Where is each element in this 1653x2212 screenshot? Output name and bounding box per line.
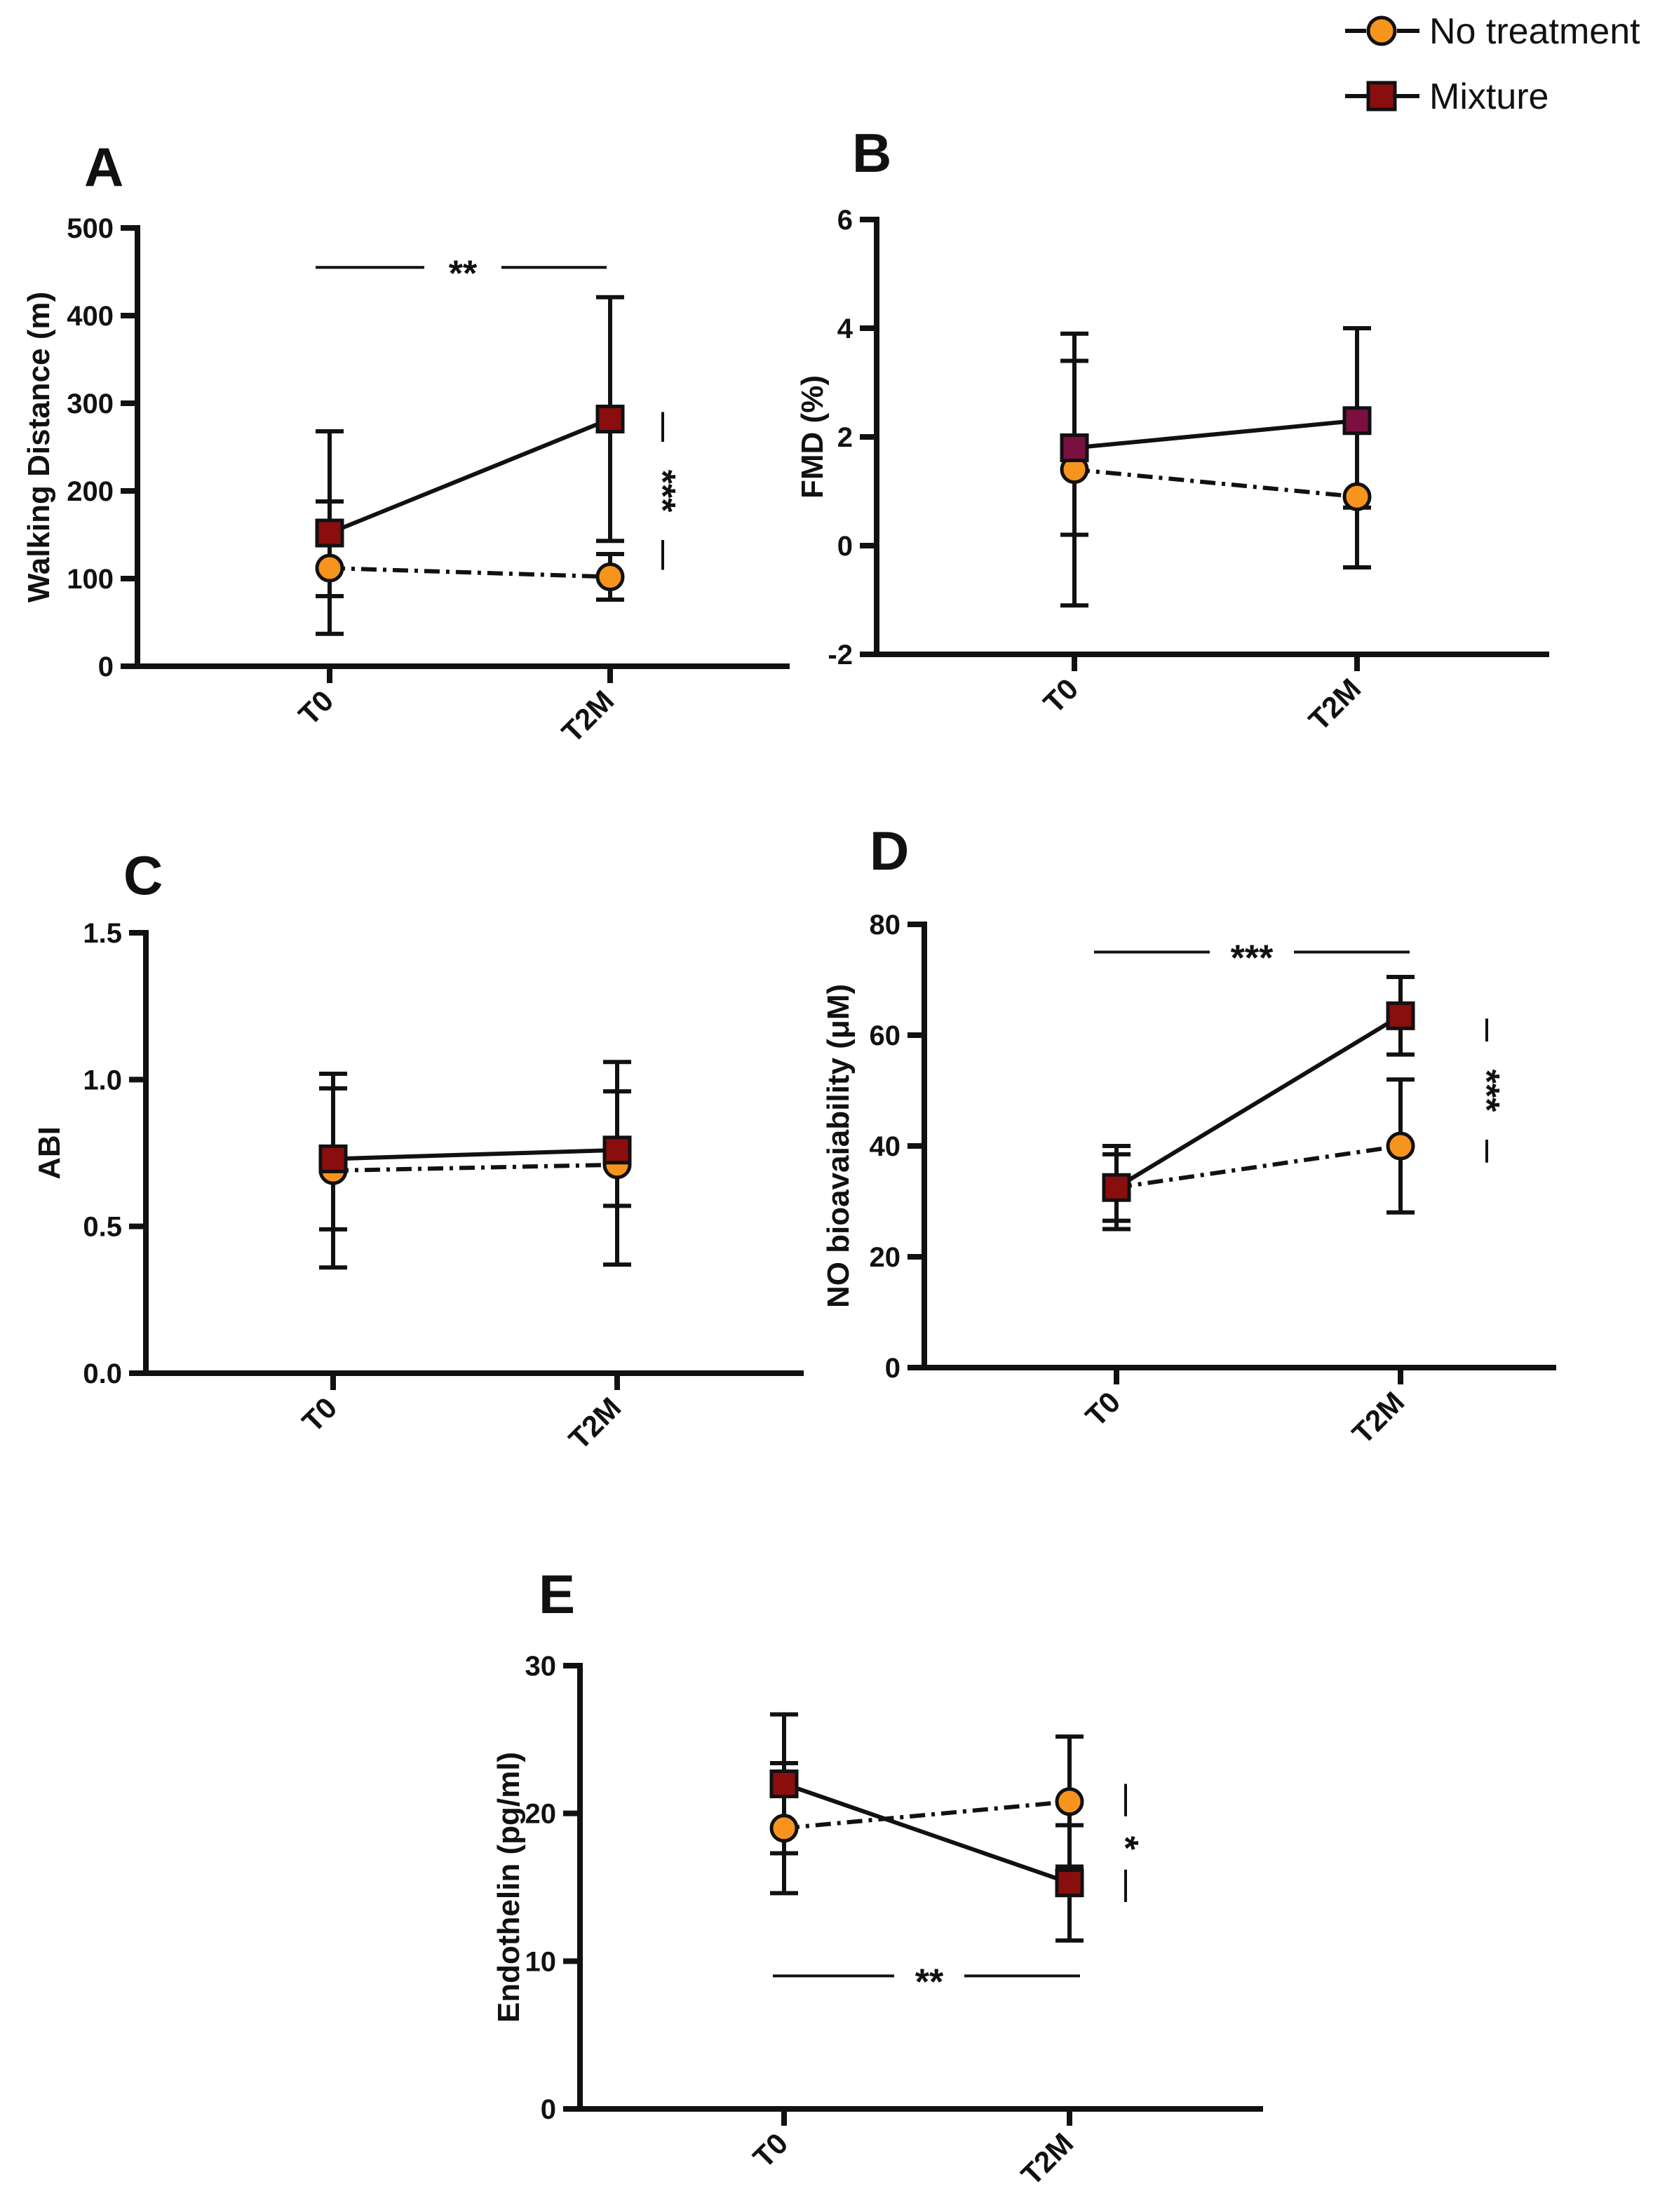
panel-B: B -2 0 2 4 6 FMD (%) T0 T2M bbox=[795, 122, 1549, 737]
legend: No treatment Mixture bbox=[1345, 11, 1640, 117]
panel-D: D 0 20 40 60 80 NO bioavaiability (μM) T0 T2M ***… bbox=[821, 820, 1556, 1450]
y-tick-label: 6 bbox=[837, 205, 853, 236]
y-tick-label: 200 bbox=[67, 476, 114, 507]
legend-entry-mixture: Mixture bbox=[1345, 76, 1549, 117]
panel-C: C 0.0 0.5 1.0 1.5 ABI T0 T2M bbox=[32, 844, 804, 1456]
y-tick-label: 500 bbox=[67, 213, 114, 244]
legend-entry-no-treatment: No treatment bbox=[1345, 11, 1640, 52]
x-tick-label: T0 bbox=[1037, 672, 1084, 720]
significance-label: *** bbox=[642, 470, 682, 513]
x-tick-label: T0 bbox=[1079, 1385, 1126, 1433]
y-tick-label: 20 bbox=[525, 1799, 557, 1830]
point-mixture bbox=[1102, 1173, 1131, 1202]
significance-label: *** bbox=[1231, 938, 1274, 979]
y-tick-label: 4 bbox=[837, 313, 854, 344]
significance-label: ** bbox=[915, 1962, 944, 2002]
y-axis-label: Walking Distance (m) bbox=[22, 292, 56, 602]
y-tick-label: 2 bbox=[837, 422, 853, 453]
series-line-no-treatment bbox=[1074, 467, 1358, 499]
series-line-mixture bbox=[1115, 1013, 1402, 1189]
series-line-no-treatment bbox=[329, 566, 611, 579]
y-tick-label: 30 bbox=[525, 1651, 557, 1682]
y-tick-label: 80 bbox=[870, 910, 901, 940]
panel-letter: E bbox=[539, 1563, 575, 1625]
y-tick-label: 0 bbox=[98, 652, 114, 682]
point-no-treatment bbox=[1342, 482, 1372, 511]
point-mixture bbox=[595, 405, 625, 433]
legend-marker-square bbox=[1366, 81, 1397, 112]
y-axis-label: Endothelin (pg/ml) bbox=[492, 1752, 526, 2023]
point-no-treatment bbox=[315, 553, 344, 583]
y-tick-label: 40 bbox=[870, 1131, 901, 1162]
y-tick-label: 1.0 bbox=[83, 1065, 122, 1095]
x-tick-label: T2M bbox=[562, 1391, 628, 1456]
legend-label-mixture: Mixture bbox=[1429, 76, 1549, 117]
point-no-treatment bbox=[595, 562, 625, 591]
x-tick-label: T0 bbox=[295, 1391, 343, 1438]
y-tick-label: -2 bbox=[828, 640, 853, 670]
x-tick-label: T2M bbox=[1346, 1385, 1411, 1450]
point-mixture bbox=[1386, 1001, 1415, 1030]
y-axis-label: ABI bbox=[32, 1126, 67, 1180]
y-axis-label: FMD (%) bbox=[795, 375, 830, 499]
series-line-mixture bbox=[783, 1781, 1070, 1885]
point-no-treatment bbox=[1386, 1131, 1415, 1161]
legend-marker-circle bbox=[1366, 15, 1397, 46]
significance-label: *** bbox=[1466, 1070, 1506, 1112]
y-tick-label: 0.0 bbox=[83, 1358, 122, 1389]
series-line-mixture bbox=[1074, 418, 1358, 450]
point-mixture bbox=[769, 1769, 799, 1799]
series-line-mixture bbox=[332, 1147, 618, 1161]
significance-label: ** bbox=[449, 253, 478, 294]
y-axis-label: NO bioavaiability (μM) bbox=[821, 984, 856, 1308]
series-line-no-treatment bbox=[332, 1162, 618, 1173]
point-mixture bbox=[1055, 1868, 1084, 1898]
y-tick-label: 10 bbox=[525, 1946, 557, 1977]
point-mixture bbox=[602, 1135, 632, 1165]
y-tick-label: 0 bbox=[837, 531, 853, 562]
panel-A: A 0 100 200 300 400 500 Walking Distance (m) T0 T… bbox=[22, 136, 790, 749]
point-no-treatment bbox=[769, 1814, 799, 1843]
x-tick-label: T2M bbox=[1302, 672, 1368, 737]
series-line-no-treatment bbox=[1116, 1144, 1401, 1190]
panel-letter: A bbox=[84, 136, 123, 198]
x-tick-label: T2M bbox=[555, 684, 621, 749]
significance-label: * bbox=[1105, 1836, 1145, 1851]
series-line-no-treatment bbox=[783, 1799, 1070, 1830]
x-tick-label: T0 bbox=[746, 2126, 794, 2174]
point-no-treatment bbox=[1055, 1787, 1084, 1816]
y-tick-label: 0 bbox=[885, 1353, 900, 1384]
point-mixture bbox=[315, 518, 344, 548]
x-tick-label: T0 bbox=[292, 684, 339, 731]
y-tick-label: 100 bbox=[67, 564, 114, 595]
point-mixture bbox=[1342, 406, 1372, 436]
y-tick-label: 0 bbox=[541, 2094, 556, 2125]
y-tick-label: 20 bbox=[870, 1242, 901, 1273]
panel-letter: D bbox=[870, 820, 909, 882]
y-tick-label: 400 bbox=[67, 301, 114, 332]
y-tick-label: 60 bbox=[870, 1020, 901, 1051]
point-mixture bbox=[1060, 433, 1089, 462]
y-tick-label: 0.5 bbox=[83, 1212, 122, 1243]
y-tick-label: 300 bbox=[67, 389, 114, 419]
point-mixture bbox=[318, 1144, 348, 1173]
panel-letter: B bbox=[852, 122, 891, 184]
y-tick-label: 1.5 bbox=[83, 918, 122, 949]
panel-letter: C bbox=[123, 844, 163, 906]
series-line-mixture bbox=[328, 417, 612, 535]
legend-label-no-treatment: No treatment bbox=[1429, 11, 1640, 52]
x-tick-label: T2M bbox=[1015, 2126, 1080, 2192]
